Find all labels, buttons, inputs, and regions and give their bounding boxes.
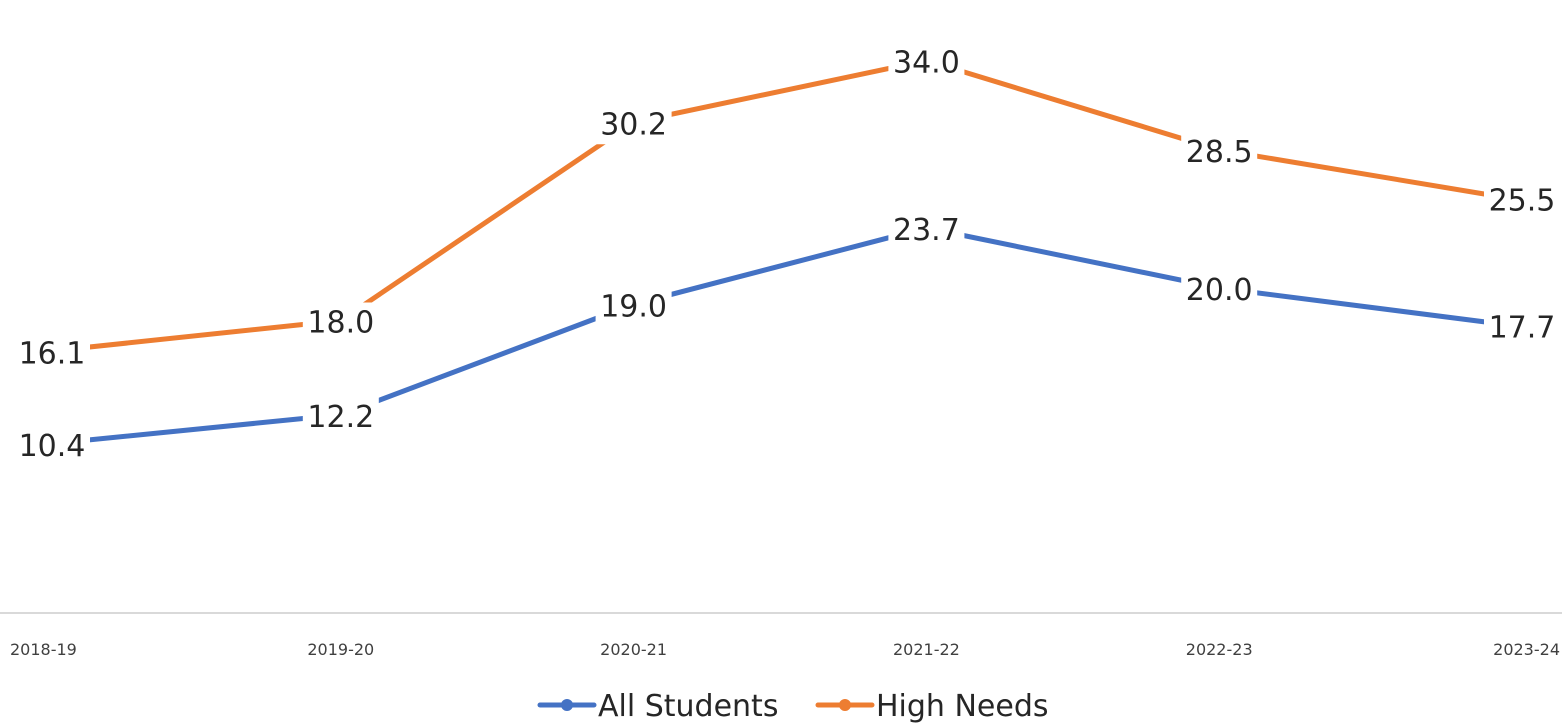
legend-item-all-students: All Students (537, 689, 778, 724)
data-label-bg-all-students-2019-20 (302, 396, 379, 437)
legend-label-high-needs: High Needs (876, 689, 1049, 724)
legend-marker-all-students (561, 699, 573, 711)
x-tick-label-2023-24: 2023-24 (1493, 640, 1560, 659)
data-label-bg-high-needs-2022-23 (1181, 131, 1258, 172)
data-label-bg-all-students-2021-22 (888, 209, 965, 250)
data-label-all-students-2019-20: 12.2 (307, 400, 374, 435)
data-label-bg-all-students-2020-21 (595, 286, 672, 327)
data-label-high-needs-2019-20: 18.0 (307, 306, 374, 341)
series-line-high-needs (45, 58, 1515, 354)
data-label-high-needs-2022-23: 28.5 (1186, 135, 1253, 170)
data-label-all-students-2022-23: 20.0 (1186, 273, 1253, 308)
data-label-bg-all-students-2022-23 (1181, 270, 1258, 310)
x-tick-label-2019-20: 2019-20 (307, 640, 374, 659)
data-label-high-needs-2020-21: 30.2 (600, 107, 667, 142)
x-axis-ticks: 2018-19 2019-20 2020-21 2021-22 2022-23 2023-… (10, 640, 1560, 659)
x-tick-label-2022-23: 2022-23 (1186, 640, 1253, 659)
x-tick-label-2021-22: 2021-22 (893, 640, 960, 659)
data-label-high-needs-2023-24: 25.5 (1489, 184, 1556, 219)
data-label-all-students-2020-21: 19.0 (600, 289, 667, 324)
legend: All Students High Needs (537, 689, 1049, 724)
data-label-bg-high-needs-2018-19 (14, 333, 90, 374)
series-line-all-students (45, 225, 1515, 447)
data-label-bg-high-needs-2021-22 (888, 42, 965, 83)
data-label-bg-all-students-2023-24 (1484, 307, 1560, 348)
data-label-all-students-2021-22: 23.7 (893, 213, 960, 248)
data-label-bg-high-needs-2019-20 (302, 302, 379, 343)
x-tick-label-2018-19: 2018-19 (10, 640, 77, 659)
data-label-bg-high-needs-2023-24 (1484, 180, 1560, 221)
series-lines (45, 58, 1515, 447)
data-label-all-students-2023-24: 17.7 (1489, 310, 1556, 345)
legend-label-all-students: All Students (598, 689, 778, 724)
data-label-high-needs-2018-19: 16.1 (19, 336, 86, 371)
data-label-all-students-2018-19: 10.4 (19, 429, 86, 464)
legend-marker-high-needs (839, 699, 851, 711)
legend-item-high-needs: High Needs (815, 689, 1049, 724)
data-label-bg-high-needs-2020-21 (595, 104, 672, 145)
data-label-high-needs-2021-22: 34.0 (893, 46, 960, 81)
x-tick-label-2020-21: 2020-21 (600, 640, 667, 659)
data-label-bg-all-students-2018-19 (14, 426, 90, 466)
series-data-labels: 10.4 12.2 19.0 23.7 20.0 17.7 16.1 18.0 30.2 34.0… (14, 42, 1560, 466)
